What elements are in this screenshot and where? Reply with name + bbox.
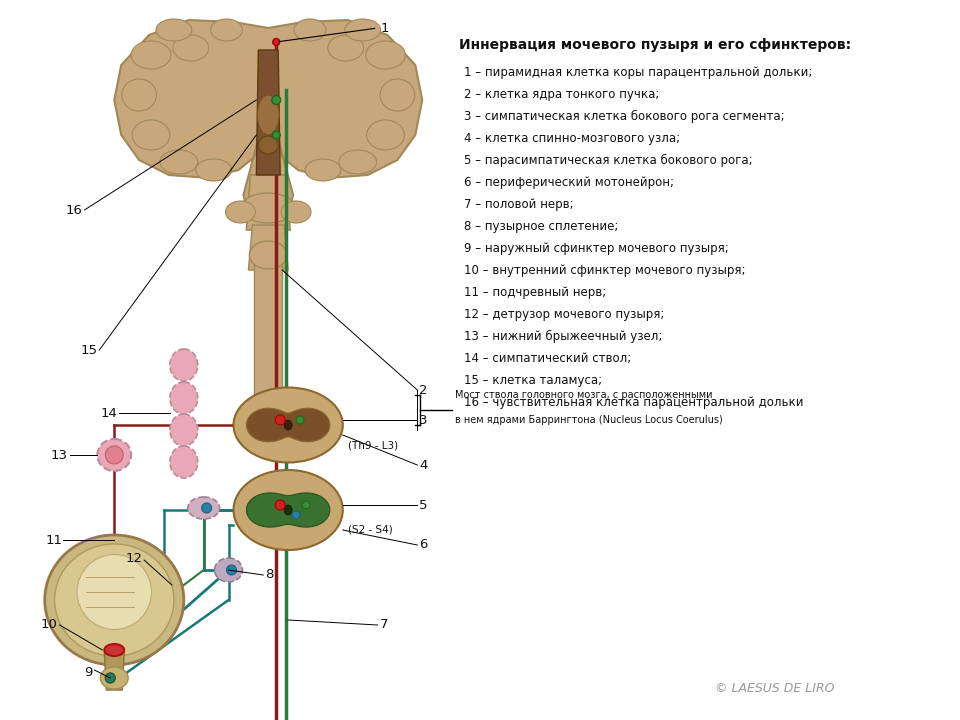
Ellipse shape	[156, 19, 192, 41]
Ellipse shape	[132, 41, 171, 69]
Ellipse shape	[328, 35, 364, 61]
Text: 12 – детрузор мочевого пузыря;: 12 – детрузор мочевого пузыря;	[464, 308, 664, 321]
Text: в нем ядрами Баррингтона (Nucleus Locus Coerulus): в нем ядрами Баррингтона (Nucleus Locus …	[455, 415, 723, 425]
Text: Мост ствола головного мозга, с расположенными: Мост ствола головного мозга, с расположе…	[455, 390, 712, 400]
Text: 13 – нижний брыжеечный узел;: 13 – нижний брыжеечный узел;	[464, 330, 662, 343]
Ellipse shape	[272, 96, 280, 104]
Ellipse shape	[122, 79, 156, 111]
Text: 7: 7	[379, 618, 388, 631]
Ellipse shape	[132, 120, 170, 150]
Text: 4: 4	[420, 459, 427, 472]
Polygon shape	[114, 20, 422, 220]
Ellipse shape	[160, 150, 198, 174]
Text: 16: 16	[65, 204, 83, 217]
Polygon shape	[256, 50, 280, 175]
Ellipse shape	[233, 387, 343, 462]
Ellipse shape	[380, 79, 415, 111]
Text: 13: 13	[51, 449, 67, 462]
Text: 14: 14	[101, 407, 117, 420]
Ellipse shape	[210, 19, 243, 41]
Ellipse shape	[106, 673, 115, 683]
Ellipse shape	[188, 497, 220, 519]
Text: (Th9 - L3): (Th9 - L3)	[348, 440, 397, 450]
Ellipse shape	[305, 159, 341, 181]
Ellipse shape	[173, 35, 208, 61]
Ellipse shape	[170, 382, 198, 414]
Text: 1 – пирамидная клетка коры парацентральной дольки;: 1 – пирамидная клетка коры парацентральн…	[464, 66, 812, 79]
Ellipse shape	[339, 150, 376, 174]
Text: 4 – клетка спинно-мозгового узла;: 4 – клетка спинно-мозгового узла;	[464, 132, 680, 145]
Ellipse shape	[215, 558, 243, 582]
Polygon shape	[105, 652, 124, 690]
Ellipse shape	[292, 511, 300, 519]
Text: 6: 6	[420, 539, 427, 552]
Ellipse shape	[55, 544, 174, 656]
Ellipse shape	[101, 667, 129, 689]
Text: 5: 5	[420, 498, 428, 511]
Ellipse shape	[284, 505, 292, 515]
Ellipse shape	[367, 120, 404, 150]
Text: 11 – подчревный нерв;: 11 – подчревный нерв;	[464, 286, 607, 299]
Ellipse shape	[227, 565, 236, 575]
Text: 6 – периферический мотонейрон;: 6 – периферический мотонейрон;	[464, 176, 674, 189]
Ellipse shape	[105, 644, 124, 656]
Text: 14 – симпатический ствол;: 14 – симпатический ствол;	[464, 352, 632, 365]
Text: 3: 3	[420, 413, 428, 426]
Polygon shape	[247, 408, 330, 442]
Ellipse shape	[202, 503, 211, 513]
Text: 10: 10	[40, 618, 58, 631]
Polygon shape	[247, 493, 330, 527]
Ellipse shape	[233, 470, 343, 550]
Text: © LAESUS DE LIRO: © LAESUS DE LIRO	[715, 682, 835, 695]
Ellipse shape	[302, 501, 310, 509]
Ellipse shape	[273, 131, 280, 139]
Ellipse shape	[226, 201, 255, 223]
Ellipse shape	[258, 136, 278, 154]
Text: 9: 9	[84, 665, 92, 678]
Ellipse shape	[170, 414, 198, 446]
Ellipse shape	[273, 38, 279, 45]
Text: 5 – парасимпатическая клетка бокового рога;: 5 – парасимпатическая клетка бокового ро…	[464, 154, 753, 167]
Polygon shape	[254, 265, 282, 430]
Text: 8: 8	[265, 569, 274, 582]
Polygon shape	[247, 175, 290, 230]
Ellipse shape	[97, 439, 132, 471]
Ellipse shape	[170, 349, 198, 381]
Ellipse shape	[250, 241, 287, 269]
Text: 2: 2	[420, 384, 428, 397]
Ellipse shape	[170, 446, 198, 478]
Ellipse shape	[296, 416, 304, 424]
Text: 3 – симпатическая клетка бокового рога сегмента;: 3 – симпатическая клетка бокового рога с…	[464, 110, 784, 123]
Ellipse shape	[284, 420, 292, 430]
Ellipse shape	[281, 201, 311, 223]
Ellipse shape	[241, 193, 296, 223]
Text: 10 – внутренний сфинктер мочевого пузыря;: 10 – внутренний сфинктер мочевого пузыря…	[464, 264, 746, 277]
Text: 1: 1	[380, 22, 389, 35]
Ellipse shape	[45, 535, 183, 665]
Ellipse shape	[294, 19, 325, 41]
Ellipse shape	[77, 554, 152, 629]
Polygon shape	[249, 225, 288, 270]
Ellipse shape	[106, 446, 123, 464]
Text: 2 – клетка ядра тонкого пучка;: 2 – клетка ядра тонкого пучка;	[464, 88, 660, 101]
Text: 16 – чувствительная клетка парацентральной дольки: 16 – чувствительная клетка парацентральн…	[464, 396, 804, 409]
Text: 15: 15	[81, 343, 97, 356]
Ellipse shape	[276, 500, 285, 510]
Ellipse shape	[196, 159, 231, 181]
Ellipse shape	[345, 19, 380, 41]
Ellipse shape	[257, 95, 279, 135]
Text: 7 – половой нерв;: 7 – половой нерв;	[464, 198, 574, 211]
Ellipse shape	[276, 415, 285, 425]
Text: Иннервация мочевого пузыря и его сфинктеров:: Иннервация мочевого пузыря и его сфинкте…	[459, 38, 852, 52]
Text: 8 – пузырное сплетение;: 8 – пузырное сплетение;	[464, 220, 618, 233]
Text: 9 – наружный сфинктер мочевого пузыря;: 9 – наружный сфинктер мочевого пузыря;	[464, 242, 729, 255]
Text: 12: 12	[125, 552, 142, 564]
Ellipse shape	[366, 41, 405, 69]
Text: 11: 11	[45, 534, 62, 546]
Text: 15 – клетка таламуса;: 15 – клетка таламуса;	[464, 374, 602, 387]
Text: (S2 - S4): (S2 - S4)	[348, 525, 393, 535]
